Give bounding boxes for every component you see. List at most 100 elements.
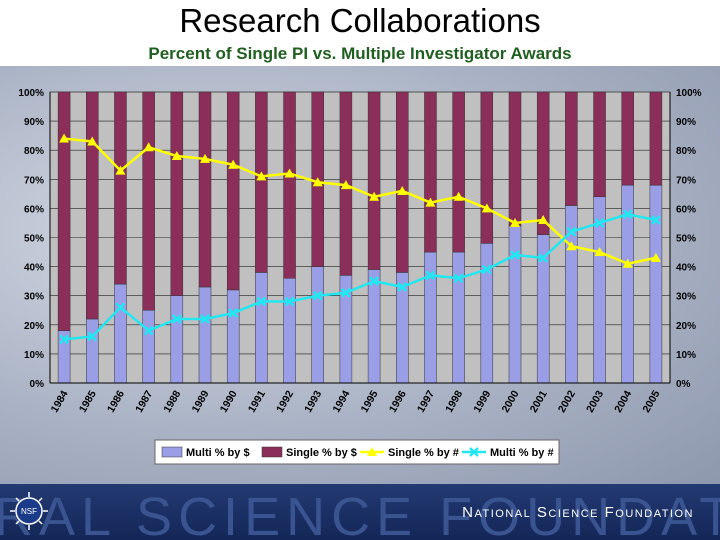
bars: [57, 91, 663, 384]
x-tick-label: 2001: [528, 388, 550, 414]
y-tick-label-right: 70%: [676, 175, 696, 186]
bar-single-by-dollar: [593, 91, 606, 198]
single-by-count-point: [566, 241, 577, 251]
multi-by-count-point: [256, 296, 267, 307]
bar-single-by-dollar: [480, 91, 494, 244]
bar-single-by-dollar: [649, 91, 663, 186]
multi-by-count-point: [538, 252, 549, 263]
y-tick-label-right: 60%: [676, 204, 696, 215]
single-by-count-point: [115, 165, 126, 175]
footer-org-name: National Science Foundation: [462, 504, 694, 521]
single-by-count-point: [622, 258, 633, 268]
bar-single-by-dollar: [57, 91, 71, 331]
x-tick-label: 1984: [49, 388, 71, 414]
single-by-count-point: [87, 136, 98, 146]
single-by-count-point: [284, 168, 295, 178]
y-tick-label-left: 60%: [24, 204, 44, 215]
single-by-count-point: [481, 203, 492, 213]
multi-by-count-point: [115, 302, 126, 313]
x-tick-label: 1998: [443, 388, 465, 414]
single-by-count-point: [143, 142, 154, 152]
bar-multi-by-dollar: [283, 277, 296, 384]
bar-single-by-dollar: [142, 91, 155, 311]
bar-single-by-dollar: [565, 91, 578, 206]
multi-by-count-point: [369, 276, 379, 287]
y-tick-label-right: 50%: [676, 234, 696, 245]
single-by-count-point: [650, 252, 661, 262]
x-tick-label: 1994: [330, 388, 352, 414]
x-tick-label: 2004: [612, 388, 634, 414]
single-by-count-point: [228, 159, 239, 169]
single-by-count-point: [312, 177, 323, 187]
bar-single-by-dollar: [508, 91, 522, 227]
multi-by-count-point: [87, 331, 98, 342]
single-by-count-point: [453, 191, 464, 201]
multi-by-count-point: [481, 264, 492, 275]
x-tick-label: 1986: [105, 388, 127, 414]
multi-by-count-point: [594, 218, 605, 228]
y-tick-label-right: 30%: [676, 292, 696, 303]
multi-by-count-point: [59, 334, 69, 345]
multi-by-count-point: [510, 250, 520, 260]
bar-single-by-dollar: [283, 91, 296, 279]
legend-label-multi-dollar: Multi % by $: [186, 447, 250, 459]
multi-by-count-point: [651, 215, 661, 225]
legend-swatch-multi-dollar: [161, 446, 183, 458]
bar-single-by-dollar: [86, 91, 99, 320]
bar-single-by-dollar: [255, 91, 268, 273]
bar-multi-by-dollar: [198, 286, 212, 384]
y-tick-label-right: 10%: [676, 350, 696, 361]
bar-multi-by-dollar: [142, 310, 155, 384]
bar-single-by-dollar: [396, 91, 409, 273]
multi-by-count-point: [284, 296, 295, 307]
y-tick-label-left: 50%: [24, 234, 44, 245]
legend-marker-single-count: [367, 447, 377, 456]
research-collaborations-chart: 0% 0% 10% 10% 20% 20% 30% 30% 40% 40% 50% 50% 60% 60%…: [18, 88, 702, 465]
bar-single-by-dollar: [198, 91, 212, 288]
bar-multi-by-dollar: [452, 251, 465, 384]
x-tick-label: 2000: [500, 388, 522, 414]
x-tick-label: 1997: [415, 388, 437, 414]
single-by-count-point: [59, 133, 70, 143]
y-tick-label-left: 90%: [24, 117, 44, 128]
multi-by-count-point: [622, 209, 633, 220]
x-tick-label: 1999: [471, 388, 493, 414]
x-tick-label: 1995: [359, 388, 381, 414]
legend-swatch-single-dollar: [261, 446, 283, 458]
y-tick-label-right: 80%: [676, 146, 696, 157]
single-by-count-point: [340, 180, 351, 190]
bar-multi-by-dollar: [255, 272, 268, 384]
bar-multi-by-dollar: [649, 184, 663, 384]
y-tick-label-left: 70%: [24, 175, 44, 186]
single-by-count-point: [171, 151, 182, 161]
bar-multi-by-dollar: [86, 318, 99, 384]
legend-box: [154, 439, 560, 465]
x-tick-label: 2005: [640, 388, 662, 414]
x-tick-label: 2003: [584, 388, 606, 414]
bar-single-by-dollar: [367, 91, 381, 270]
single-by-count-point: [256, 171, 267, 181]
single-by-count-point: [510, 217, 520, 227]
y-tick-label-left: 40%: [24, 263, 44, 274]
bar-multi-by-dollar: [480, 243, 494, 384]
y-tick-label-left: 100%: [18, 88, 44, 99]
multi-by-count-point: [453, 273, 464, 284]
nsf-logo: NSF: [10, 492, 48, 530]
multi-by-count-point: [312, 290, 323, 301]
single-by-count-point: [425, 197, 436, 207]
x-tick-label: 2002: [556, 388, 578, 414]
slide-title: Research Collaborations: [179, 2, 541, 39]
x-tick-label: 1988: [161, 388, 183, 414]
bar-multi-by-dollar: [508, 225, 522, 384]
single-by-count-point: [538, 215, 549, 225]
y-tick-label-right: 0%: [676, 379, 691, 390]
x-tick-label: 1990: [218, 388, 240, 414]
bar-single-by-dollar: [170, 91, 184, 296]
y-tick-label-right: 40%: [676, 263, 696, 274]
y-tick-label-left: 10%: [24, 350, 44, 361]
multi-by-count-point: [143, 325, 154, 336]
bar-multi-by-dollar: [396, 272, 409, 384]
bar-single-by-dollar: [621, 91, 634, 186]
slide-subtitle: Percent of Single PI vs. Multiple Invest…: [148, 44, 572, 63]
legend-label-multi-count: Multi % by #: [490, 447, 554, 459]
